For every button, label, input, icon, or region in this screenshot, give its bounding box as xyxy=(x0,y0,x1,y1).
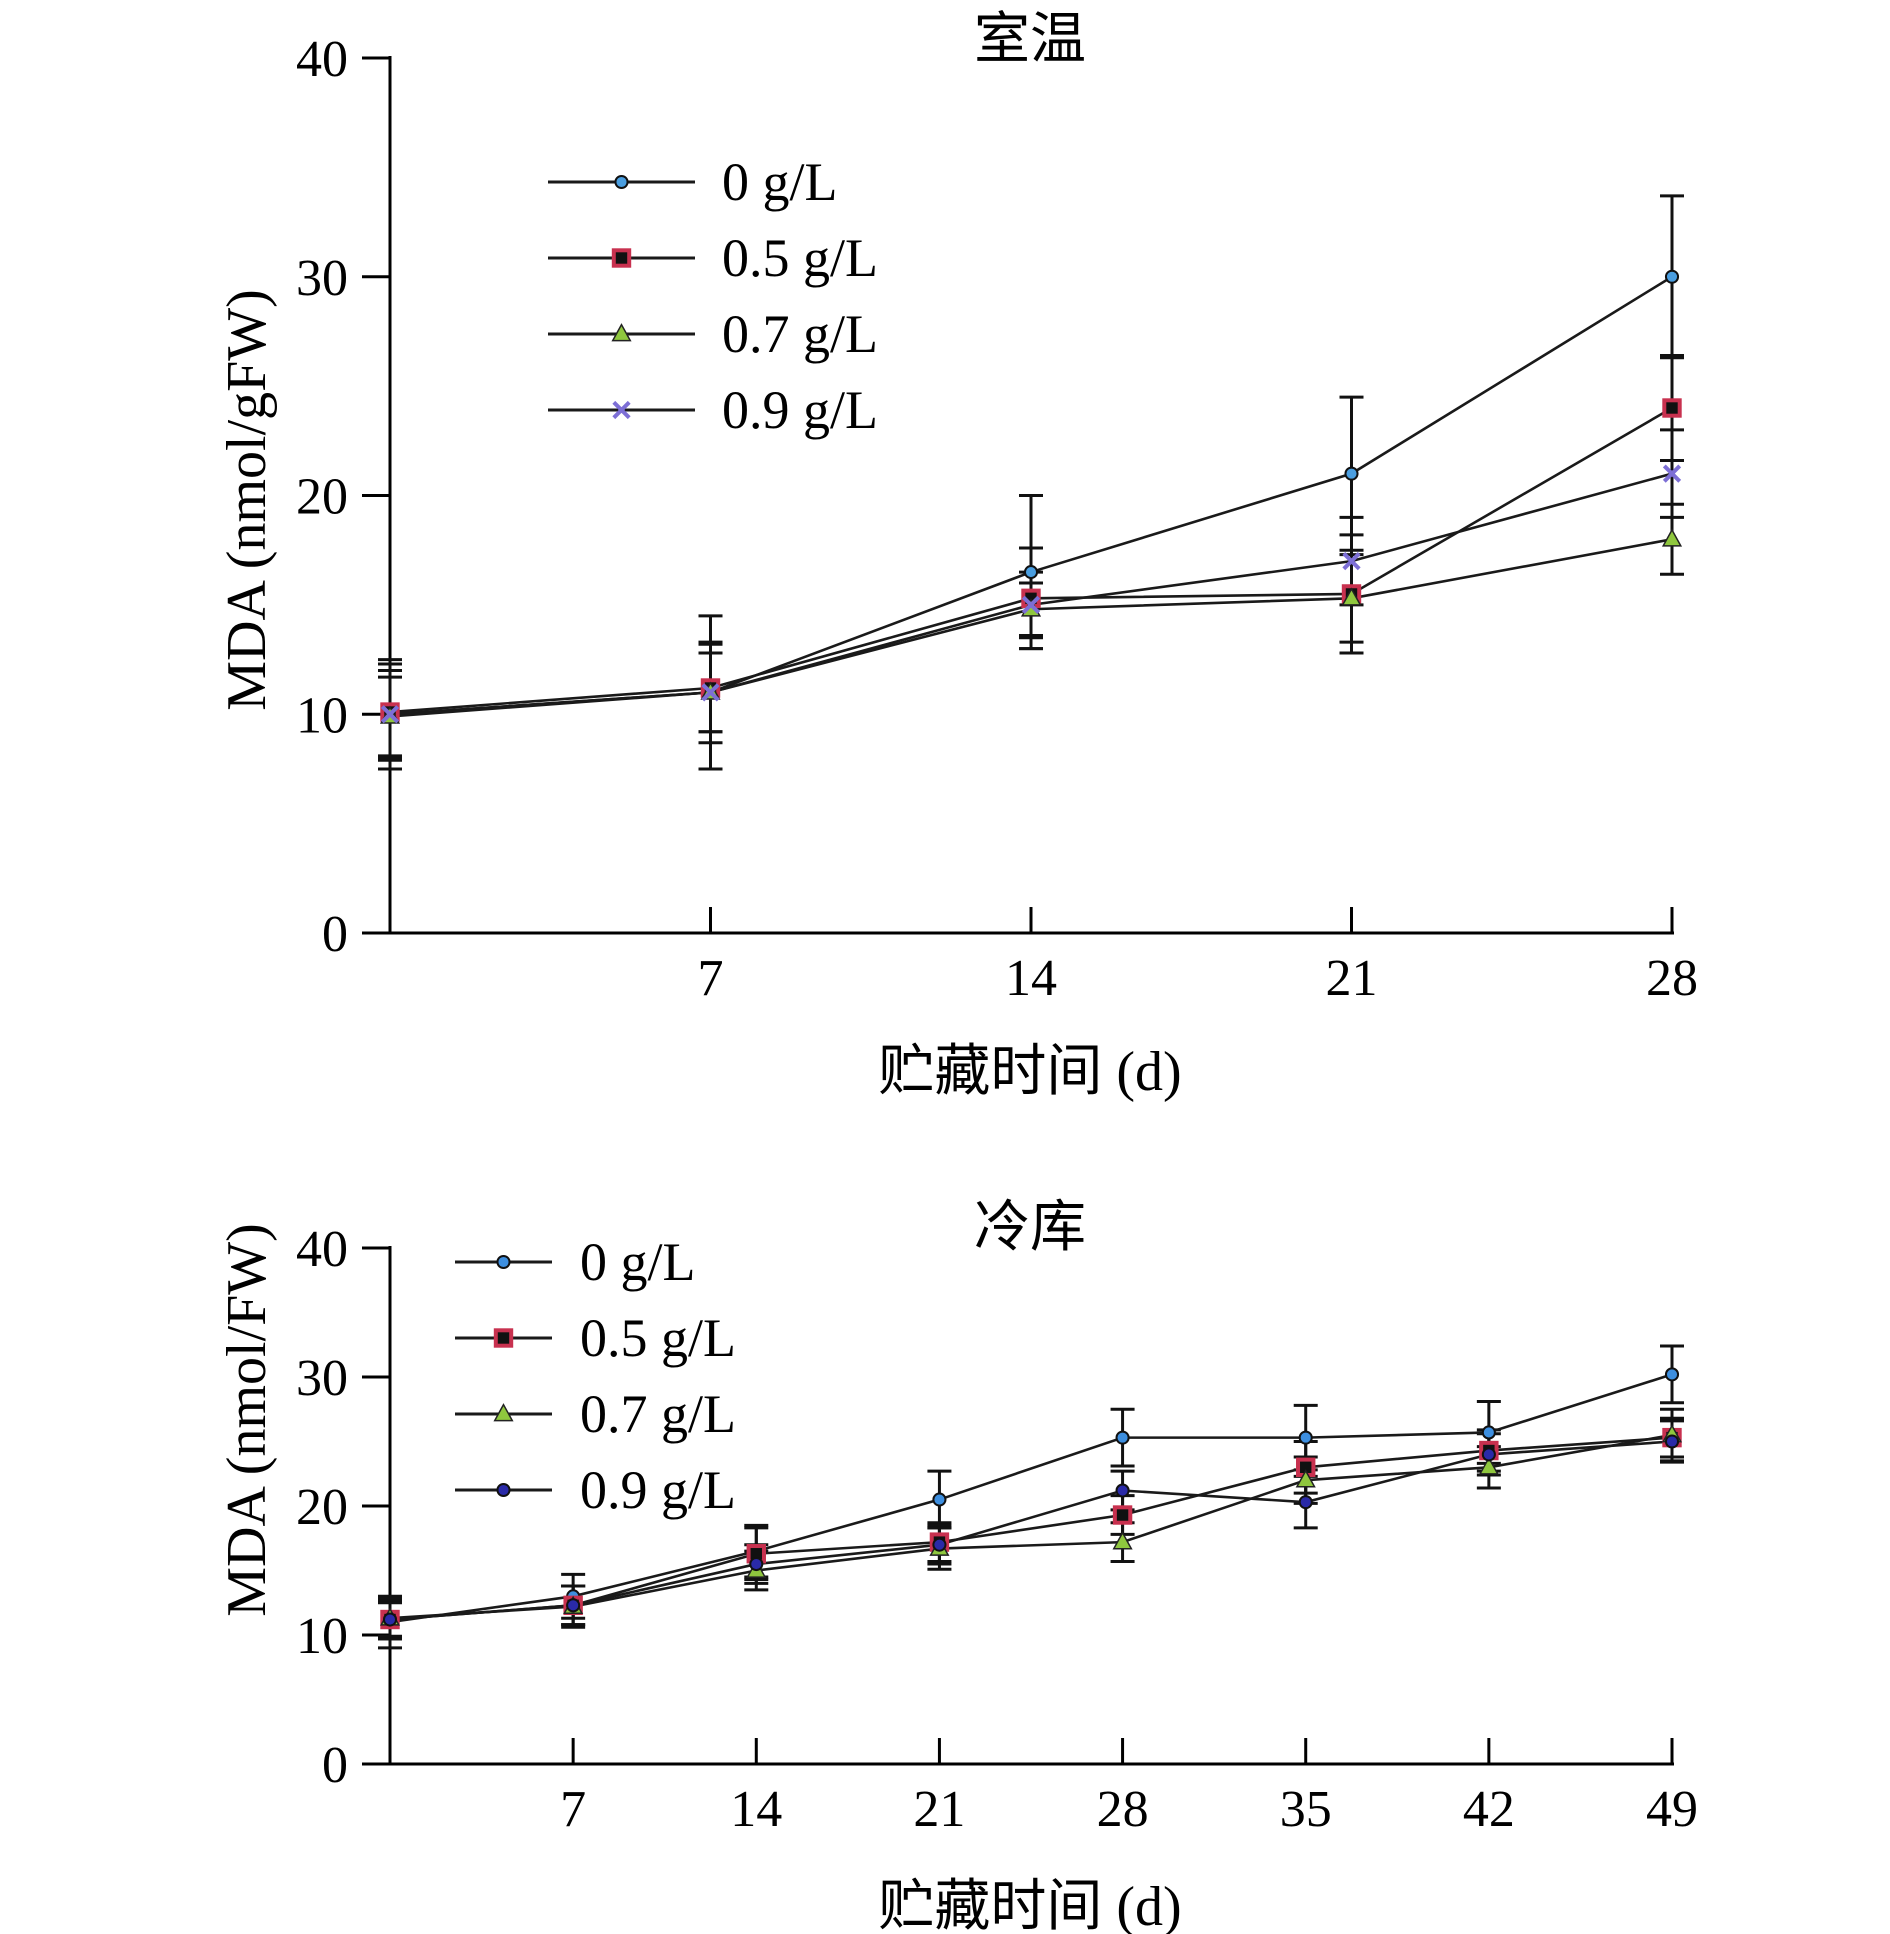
series-line xyxy=(389,1433,1673,1620)
marker-circle xyxy=(496,1482,511,1498)
marker-cross xyxy=(1662,464,1682,483)
y-tick-label: 30 xyxy=(296,250,348,307)
marker-circle xyxy=(1344,466,1359,481)
x-tick-label: 21 xyxy=(913,1781,965,1838)
legend-label: 0.7 g/L xyxy=(722,304,878,364)
marker-triangle xyxy=(1661,528,1683,547)
y-tick-label: 30 xyxy=(296,1350,348,1407)
marker-triangle xyxy=(493,1403,514,1422)
legend-label: 0 g/L xyxy=(580,1232,696,1292)
marker-cross xyxy=(1021,595,1041,614)
marker-circle xyxy=(932,1492,947,1507)
marker-circle xyxy=(1664,1367,1680,1382)
legend-label: 0.7 g/L xyxy=(580,1384,736,1444)
chart-title: 冷库 xyxy=(974,1195,1086,1260)
marker-square xyxy=(493,1328,514,1348)
marker-circle xyxy=(1481,1447,1496,1462)
y-tick-label: 0 xyxy=(322,906,348,963)
marker-square xyxy=(1112,1505,1133,1525)
marker-cross xyxy=(1342,552,1361,571)
marker-triangle xyxy=(1478,1456,1499,1475)
x-tick-label: 7 xyxy=(698,950,724,1007)
chart-title: 室温 xyxy=(974,7,1086,72)
x-tick-label: 21 xyxy=(1326,950,1378,1007)
legend-label: 0.9 g/L xyxy=(722,380,878,440)
marker-circle xyxy=(1023,565,1039,580)
series-line xyxy=(389,1436,1673,1621)
y-tick-label: 0 xyxy=(322,1737,348,1794)
x-tick-label: 7 xyxy=(560,1781,586,1838)
marker-circle xyxy=(749,1557,764,1572)
y-tick-label: 20 xyxy=(296,469,348,526)
legend-label: 0.5 g/L xyxy=(580,1308,736,1368)
marker-triangle xyxy=(611,323,632,342)
marker-triangle xyxy=(1112,1531,1133,1550)
x-tick-label: 28 xyxy=(1097,1781,1149,1838)
marker-cross xyxy=(380,705,400,724)
marker-circle xyxy=(1664,1434,1680,1449)
chart-room-temperature: 室温 MDA (nmol/gFW) 贮藏时间 (d) 0 10 20 30 40 7 14 2… xyxy=(216,7,1698,1103)
y-tick-label: 10 xyxy=(296,687,348,744)
x-tick-label: 49 xyxy=(1646,1781,1698,1838)
y-axis-label: MDA (nmol/gFW) xyxy=(216,289,278,711)
x-tick-label: 14 xyxy=(1005,950,1057,1007)
x-tick-label: 14 xyxy=(730,1781,782,1838)
x-tick-label: 42 xyxy=(1463,1781,1515,1838)
marker-circle xyxy=(1298,1495,1313,1510)
x-tick-label: 35 xyxy=(1280,1781,1332,1838)
y-axis-label: MDA (nmol/FW) xyxy=(216,1223,278,1617)
y-tick-label: 20 xyxy=(296,1479,348,1536)
marker-square xyxy=(1662,398,1682,418)
marker-triangle xyxy=(1295,1469,1316,1488)
marker-square xyxy=(611,248,632,268)
x-axis-label: 贮藏时间 (d) xyxy=(878,1876,1181,1934)
marker-circle xyxy=(566,1598,581,1613)
x-axis-label: 贮藏时间 (d) xyxy=(878,1041,1181,1103)
x-tick-label: 28 xyxy=(1646,950,1698,1007)
y-tick-label: 40 xyxy=(296,1221,348,1278)
marker-circle xyxy=(932,1537,947,1552)
marker-circle xyxy=(614,174,629,190)
chart-cold-storage: 冷库 MDA (nmol/FW) 贮藏时间 (d) 0 10 20 30 40 7 14 21… xyxy=(216,1195,1698,1934)
marker-circle xyxy=(1115,1430,1130,1445)
legend-label: 0.9 g/L xyxy=(580,1460,736,1520)
marker-circle xyxy=(1298,1430,1313,1445)
legend-label: 0 g/L xyxy=(722,152,838,212)
marker-cross xyxy=(701,683,720,702)
marker-cross xyxy=(612,400,631,420)
marker-circle xyxy=(496,1254,511,1270)
marker-circle xyxy=(382,1612,398,1627)
marker-circle xyxy=(1664,269,1680,284)
marker-triangle xyxy=(1341,587,1362,606)
legend-label: 0.5 g/L xyxy=(722,228,878,288)
series-line xyxy=(389,1373,1673,1624)
marker-circle xyxy=(1115,1483,1130,1498)
y-tick-label: 10 xyxy=(296,1608,348,1665)
y-tick-label: 40 xyxy=(296,31,348,88)
series-line xyxy=(389,1440,1673,1621)
marker-circle xyxy=(1481,1425,1496,1440)
